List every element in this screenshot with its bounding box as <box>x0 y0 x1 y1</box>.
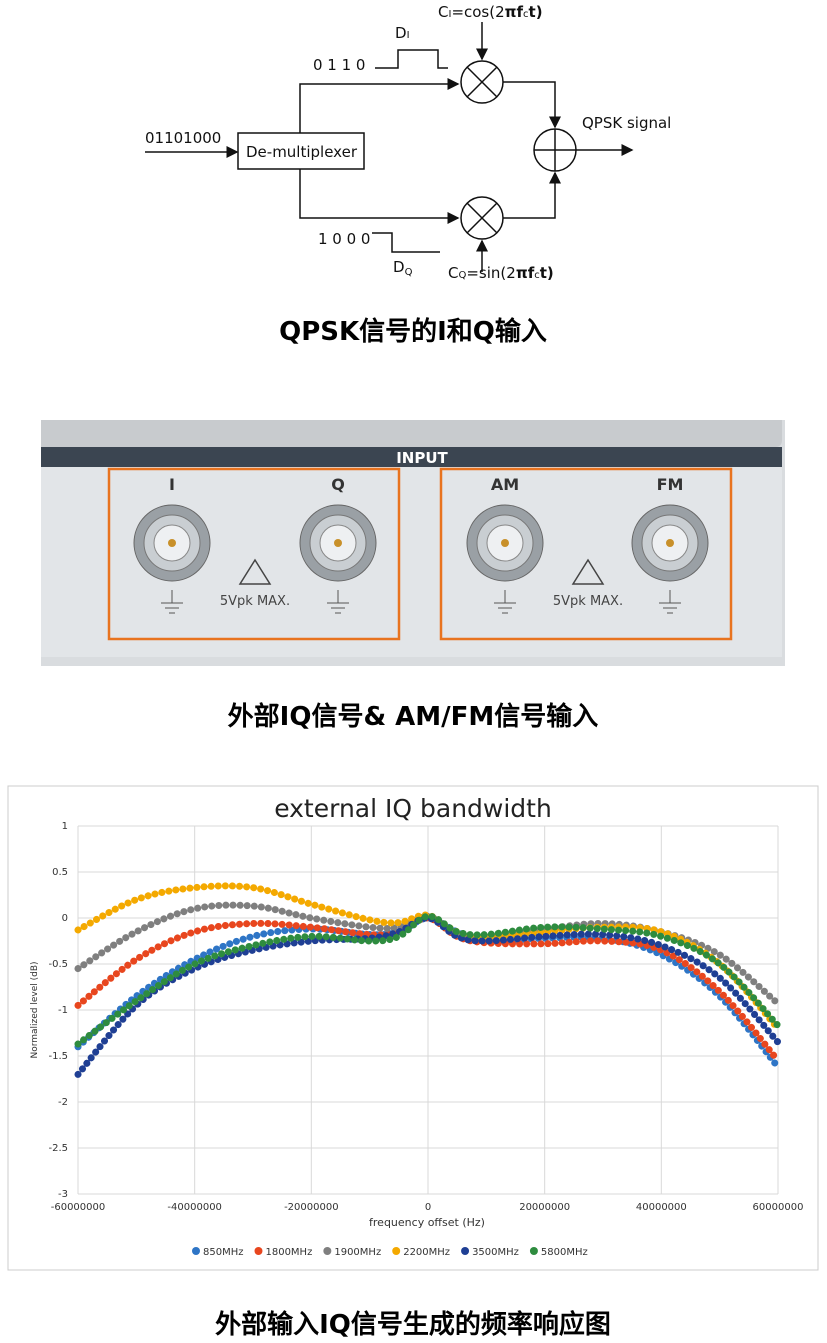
y-tick-label: -0.5 <box>48 959 68 970</box>
legend-label: 5800MHz <box>541 1247 588 1258</box>
warning-icon <box>238 558 272 585</box>
t: =sin(2 <box>466 264 515 282</box>
q-bits: 1 0 0 0 <box>318 230 370 248</box>
legend-swatch <box>392 1247 401 1255</box>
legend-label: 3500MHz <box>472 1247 519 1258</box>
t: f <box>528 264 535 282</box>
legend-label: 1900MHz <box>334 1247 381 1258</box>
y-tick-label: 1 <box>62 821 68 832</box>
bnc-pin <box>334 539 342 547</box>
legend-swatch <box>192 1247 200 1255</box>
y-tick-label: -1.5 <box>48 1051 68 1062</box>
t: =cos(2 <box>451 3 504 21</box>
ground-symbol <box>161 590 183 614</box>
y-tick-label: -1 <box>58 1005 68 1016</box>
warning-text: 5Vpk MAX. <box>553 594 623 609</box>
di-label: DI <box>395 24 410 42</box>
t: Q <box>458 270 466 281</box>
demux-label: De-multiplexer <box>246 143 358 161</box>
ci-label: CI=cos(2πfct) <box>438 3 543 21</box>
t: f <box>517 3 524 21</box>
x-tick-label: 60000000 <box>753 1202 804 1213</box>
connector-label: I <box>169 475 175 494</box>
series-line <box>74 912 782 1048</box>
t: π <box>505 3 517 21</box>
legend-label: 850MHz <box>203 1247 243 1258</box>
legend-label: 1800MHz <box>265 1247 312 1258</box>
legend-label: 2200MHz <box>403 1247 450 1258</box>
connector-label: FM <box>657 475 684 494</box>
caption: 外部IQ信号& AM/FM信号输入 <box>228 701 599 732</box>
t: c <box>523 9 529 20</box>
connector-label: Q <box>331 475 345 494</box>
warning-icon <box>571 558 605 585</box>
t: I <box>448 9 451 20</box>
symbol: D <box>393 258 405 276</box>
warning-text: 5Vpk MAX. <box>220 594 290 609</box>
y-tick-label: -2.5 <box>48 1143 68 1154</box>
qpsk-diagram <box>145 22 634 272</box>
y-axis-label: Normalized level (dB) <box>30 961 40 1058</box>
connectors: I Q AM FM 5Vpk MAX. 5Vpk MAX. <box>133 475 709 614</box>
x-tick-label: 20000000 <box>519 1202 570 1213</box>
t: t) <box>540 264 554 282</box>
y-tick-label: -2 <box>58 1097 68 1108</box>
input-bits: 01101000 <box>145 129 221 147</box>
legend-swatch <box>461 1247 470 1255</box>
t: t) <box>529 3 543 21</box>
legend-swatch <box>254 1247 263 1255</box>
chart-title: external IQ bandwidth <box>274 794 552 823</box>
symbol: D <box>395 24 407 42</box>
x-tick-label: -60000000 <box>51 1202 106 1213</box>
connector-label: AM <box>491 475 519 494</box>
cq-label: CQ=sin(2πfct) <box>448 264 554 282</box>
chart-frame <box>7 785 819 1271</box>
x-tick-label: 40000000 <box>636 1202 687 1213</box>
legend-swatch <box>323 1247 332 1255</box>
t: c <box>534 270 540 281</box>
x-tick-label: 0 <box>425 1202 431 1213</box>
output-label: QPSK signal <box>582 114 671 132</box>
i-bits: 0 1 1 0 <box>313 56 365 74</box>
bnc-pin <box>501 539 509 547</box>
t: C <box>448 264 458 282</box>
subscript: I <box>407 30 410 41</box>
subscript: Q <box>405 267 413 278</box>
y-tick-label: 0.5 <box>52 867 68 878</box>
x-tick-label: -20000000 <box>284 1202 339 1213</box>
panel-header: INPUT <box>396 449 448 467</box>
caption: 外部输入IQ信号生成的频率响应图 <box>215 1309 611 1340</box>
chart: 1 0.5 0 -0.5 -1 -1.5 -2 -2.5 -3 -60000000 -4000000… <box>48 821 803 1258</box>
ground-symbol <box>659 590 681 614</box>
legend-swatch <box>529 1247 538 1255</box>
ground-symbol <box>494 590 516 614</box>
y-tick-label: 0 <box>62 913 68 924</box>
ground-symbol <box>327 590 349 614</box>
t: C <box>438 3 448 21</box>
bnc-pin <box>168 539 176 547</box>
y-tick-label: -3 <box>58 1189 68 1200</box>
caption: QPSK信号的I和Q输入 <box>279 316 547 347</box>
x-axis-label: frequency offset (Hz) <box>369 1216 485 1229</box>
dq-label: DQ <box>393 258 413 278</box>
t: π <box>516 264 528 282</box>
x-tick-label: -40000000 <box>167 1202 222 1213</box>
bnc-pin <box>666 539 674 547</box>
